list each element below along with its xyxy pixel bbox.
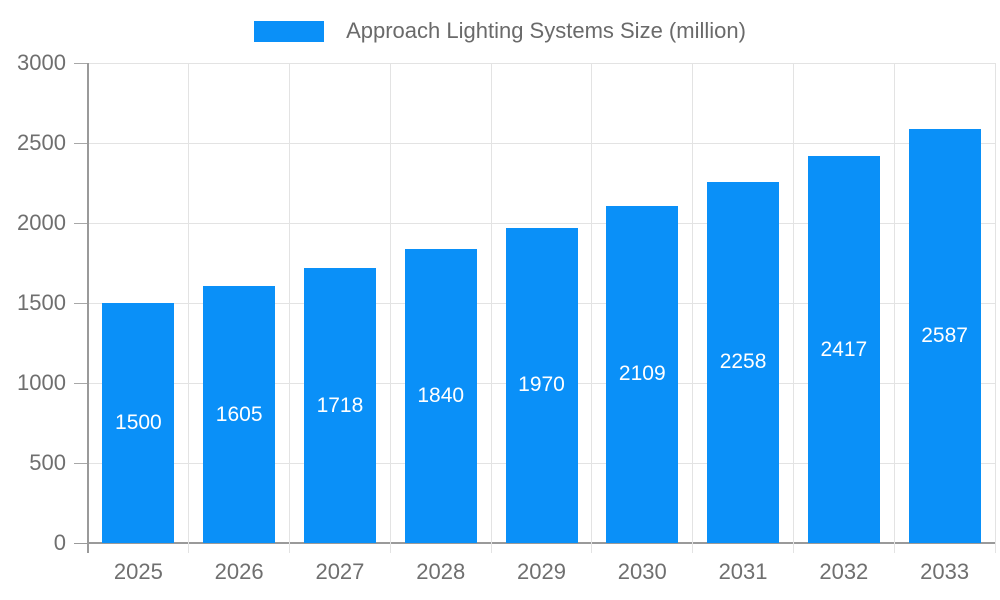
- bar[interactable]: [203, 286, 276, 543]
- y-axis-tick: [74, 62, 88, 64]
- y-axis-label: 1000: [17, 370, 66, 395]
- y-axis-label: 0: [53, 530, 66, 555]
- x-axis-label: 2025: [113, 559, 163, 584]
- bar[interactable]: [707, 181, 780, 543]
- y-axis-tick: [74, 302, 88, 304]
- bar-value-label: 2587: [921, 324, 968, 348]
- v-gridline: [792, 63, 794, 553]
- bar-value-label: 1970: [518, 373, 565, 397]
- y-axis-tick: [74, 222, 88, 224]
- y-axis-label: 3000: [17, 50, 66, 75]
- bar[interactable]: [807, 156, 880, 543]
- y-axis-tick: [74, 462, 88, 464]
- chart-legend[interactable]: Approach Lighting Systems Size (million): [0, 18, 1000, 44]
- bar[interactable]: [102, 303, 175, 543]
- legend-swatch-icon: [254, 20, 325, 42]
- bar-value-label: 2109: [618, 362, 666, 386]
- bar[interactable]: [505, 227, 578, 543]
- v-gridline: [591, 63, 593, 553]
- bar-value-label: 1718: [316, 393, 364, 417]
- bar[interactable]: [606, 205, 679, 543]
- bar-value-label: 1500: [115, 411, 162, 434]
- v-gridline: [389, 63, 391, 553]
- x-axis-label: 2032: [819, 559, 869, 584]
- h-gridline: [88, 62, 995, 64]
- y-axis-label: 1500: [17, 290, 66, 315]
- plot-area: 0 500 1000 1500 2000 2500 3000 1500 2025 1605 2026…: [17, 51, 996, 584]
- bar-value-label: 1605: [215, 402, 263, 426]
- y-axis-label: 500: [29, 450, 66, 475]
- v-gridline: [188, 63, 190, 553]
- bar[interactable]: [303, 268, 376, 543]
- x-axis-line: [88, 542, 995, 544]
- legend-label: Approach Lighting Systems Size (million): [346, 18, 746, 43]
- x-axis-label: 2030: [617, 559, 667, 584]
- x-axis-label: 2031: [718, 559, 768, 584]
- bar[interactable]: [404, 248, 477, 543]
- x-axis-label: 2027: [315, 559, 365, 584]
- x-axis-label: 2028: [416, 559, 466, 584]
- v-gridline: [490, 63, 492, 553]
- v-gridline: [994, 63, 996, 553]
- y-axis-label: 2000: [17, 210, 66, 235]
- bar-value-label: 2258: [719, 350, 767, 374]
- bar[interactable]: [908, 129, 981, 543]
- h-gridline: [88, 142, 995, 144]
- bar-value-label: 1840: [417, 383, 465, 407]
- v-gridline: [692, 63, 694, 553]
- x-axis-label: 2029: [517, 559, 566, 584]
- bar-value-label: 2417: [820, 337, 868, 361]
- v-gridline: [893, 63, 895, 553]
- x-axis-label: 2033: [920, 559, 970, 584]
- y-axis-line: [87, 63, 89, 553]
- y-axis-tick: [74, 382, 88, 384]
- x-axis-label: 2026: [214, 559, 264, 584]
- y-axis-tick: [74, 142, 88, 144]
- v-gridline: [289, 63, 291, 553]
- h-gridline: [88, 222, 995, 224]
- y-axis-label: 2500: [17, 130, 66, 155]
- y-axis-tick: [74, 542, 88, 544]
